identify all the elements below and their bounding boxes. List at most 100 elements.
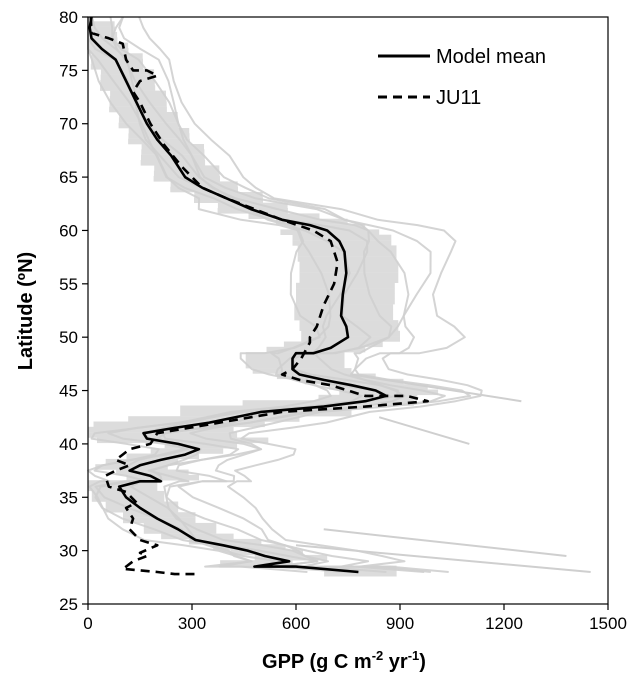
y-tick-label: 55 — [59, 275, 78, 294]
x-axis-title-sup2: -1 — [408, 648, 420, 663]
individual-model-lines — [87, 16, 591, 573]
band-segment — [88, 48, 129, 54]
band-segment — [141, 149, 205, 155]
x-tick-label: 0 — [83, 614, 92, 633]
x-axis-title-sup1: -2 — [372, 648, 384, 663]
series-line-model-mean — [88, 16, 388, 574]
band-segment — [213, 544, 286, 550]
band-segment — [301, 330, 400, 337]
model-line — [111, 16, 446, 573]
band-segment — [140, 160, 206, 166]
band-segment — [126, 453, 199, 460]
series-lines — [88, 16, 429, 576]
band-segment — [324, 565, 397, 572]
band-segment — [100, 85, 156, 91]
x-tick-label: 1200 — [485, 614, 523, 633]
band-segment — [324, 570, 397, 577]
x-axis-title-mid: yr — [383, 651, 408, 673]
band-segment — [299, 320, 399, 326]
band-segment — [292, 240, 392, 246]
band-segment — [91, 490, 165, 497]
x-axis-title: GPP (g C m-2 yr-1) — [262, 648, 426, 673]
band-segment — [318, 394, 418, 401]
band-segment — [170, 181, 238, 187]
band-segment — [297, 245, 397, 251]
y-axis-title: Latitude (ºN) — [15, 252, 37, 370]
y-tick-label: 75 — [59, 61, 78, 80]
band-segment — [88, 485, 158, 492]
y-tick-label: 50 — [59, 328, 78, 347]
model-line — [118, 16, 472, 573]
model-line-tail — [351, 373, 522, 403]
y-tick-label: 70 — [59, 115, 78, 134]
band-segment — [301, 336, 400, 342]
band-segment — [128, 416, 300, 422]
band-segment — [299, 277, 399, 283]
y-tick-label: 35 — [59, 488, 78, 507]
model-line — [138, 16, 483, 573]
band-segment — [123, 512, 196, 518]
band-segment — [297, 256, 397, 262]
band-segment — [242, 400, 414, 406]
band-segment — [164, 442, 238, 449]
y-tick-label: 65 — [59, 168, 78, 187]
plot-frame — [87, 16, 609, 605]
x-tick-label: 900 — [386, 614, 414, 633]
model-line — [87, 17, 363, 573]
x-axis-title-end: ) — [419, 651, 426, 673]
band-segment — [248, 213, 320, 219]
band-segment — [90, 64, 144, 70]
band-segment — [296, 293, 395, 299]
y-tick-label: 80 — [59, 8, 78, 27]
band-segment — [105, 458, 179, 465]
band-segment — [299, 325, 399, 331]
band-segment — [217, 202, 288, 209]
model-line — [87, 17, 391, 573]
band-segment — [339, 389, 439, 396]
band-segment — [88, 37, 118, 43]
band-segment — [119, 112, 178, 118]
model-line — [109, 16, 406, 573]
band-segment — [110, 90, 166, 97]
band-segment — [254, 554, 328, 561]
band-segment — [161, 533, 234, 540]
band-segment — [188, 538, 262, 545]
model-line-tail — [295, 544, 591, 573]
y-tick-label: 60 — [59, 221, 78, 240]
band-segment — [245, 357, 345, 364]
legend-label-model-mean: Model mean — [436, 46, 546, 68]
axis-ticks: 0 300 600 900 1200 1500 25 30 35 40 45 50 55 60 65 70 75… — [59, 8, 627, 633]
band-segment — [292, 234, 392, 241]
y-tick-label: 45 — [59, 382, 78, 401]
y-tick-label: 40 — [59, 435, 78, 454]
y-tick-label: 30 — [59, 542, 78, 561]
x-axis-title-main: GPP (g C m — [262, 651, 372, 673]
band-segment — [143, 522, 217, 529]
band-segment — [91, 53, 143, 59]
band-segment — [220, 560, 293, 566]
band-segment — [296, 298, 395, 305]
model-line-tail — [323, 528, 567, 557]
band-segment — [297, 250, 397, 257]
x-tick-label: 600 — [282, 614, 310, 633]
band-segment — [100, 69, 155, 75]
band-segment — [100, 74, 155, 81]
band-segment — [299, 261, 399, 267]
legend-label-ju11: JU11 — [436, 87, 481, 109]
band-segment — [283, 341, 383, 348]
x-tick-label: 300 — [178, 614, 206, 633]
band-segment — [88, 26, 115, 33]
legend: Model mean JU11 — [378, 46, 546, 109]
y-tick-label: 25 — [59, 595, 78, 614]
band-segment — [275, 218, 348, 225]
band-segment — [150, 448, 224, 454]
band-segment — [128, 128, 190, 134]
band-segment — [141, 144, 204, 150]
band-segment — [105, 501, 179, 508]
band-segment — [126, 474, 199, 481]
band-segment — [88, 21, 115, 27]
band-segment — [154, 165, 220, 171]
model-line-tail — [378, 416, 470, 445]
